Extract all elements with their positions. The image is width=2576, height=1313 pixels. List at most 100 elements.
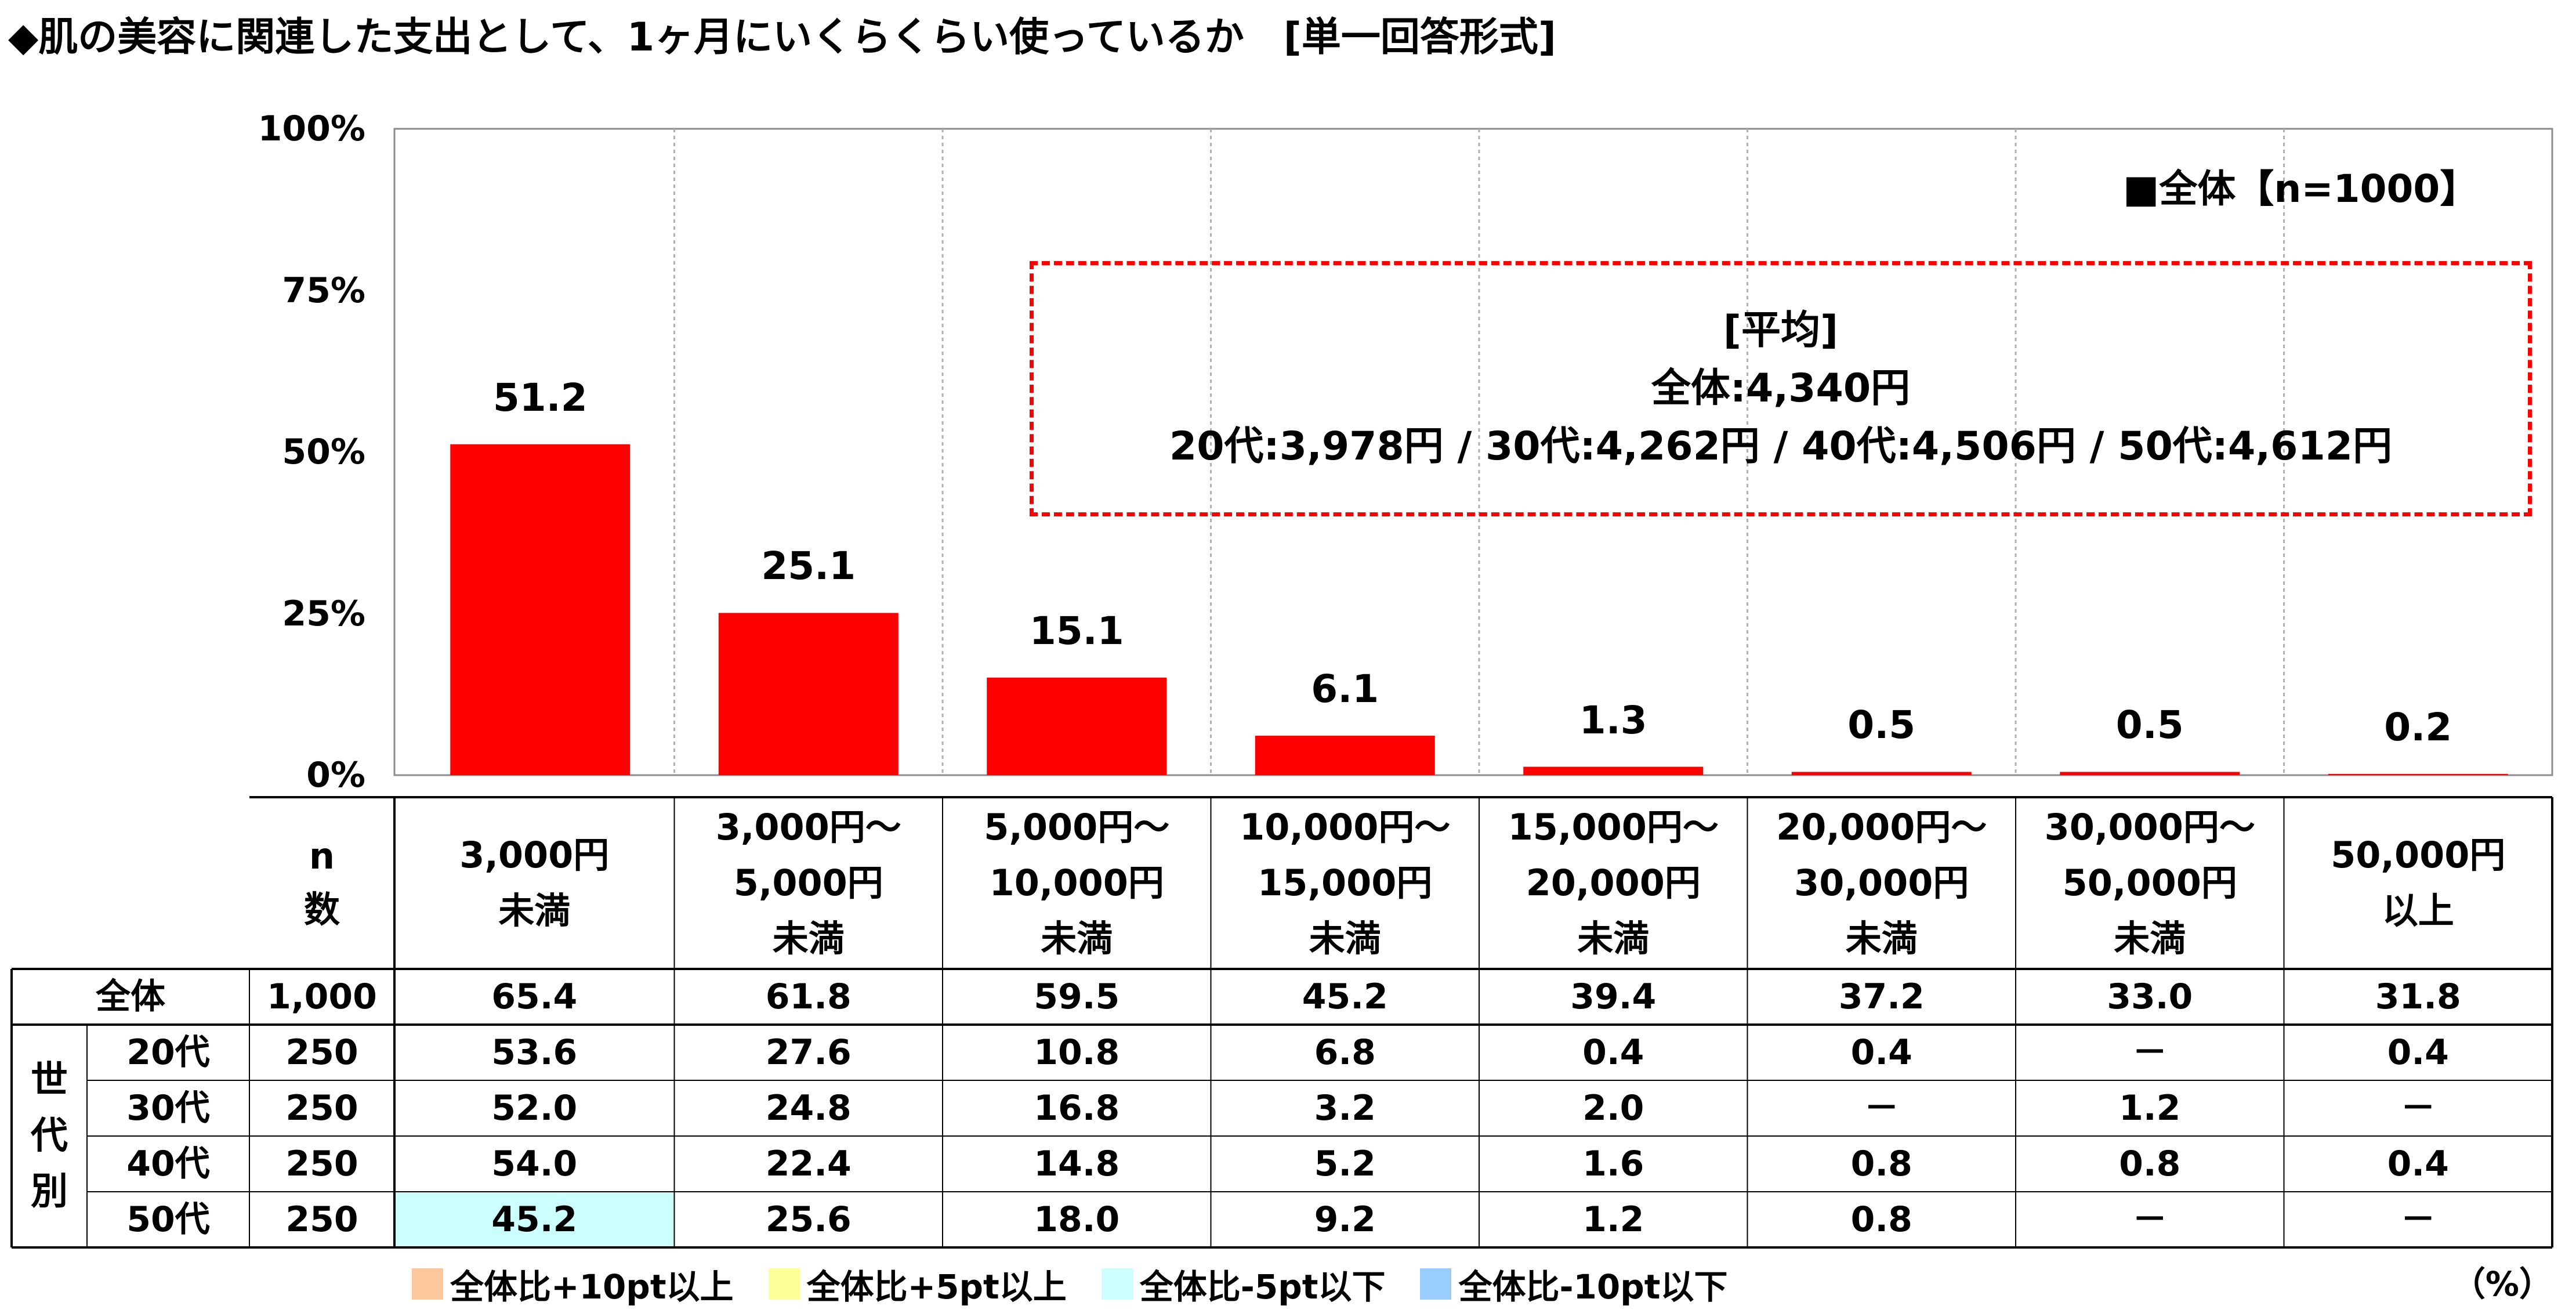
column-header-text: 未満 bbox=[1309, 917, 1381, 960]
column-header: 30,000円～ 50,000円 未満 bbox=[2016, 797, 2284, 969]
bar-3 bbox=[987, 677, 1167, 775]
average-by-generation: 20代:3,978円 / 30代:4,262円 / 40代:4,506円 / 5… bbox=[1169, 424, 2393, 469]
table-cell: 45.2 bbox=[491, 1199, 578, 1240]
y-tick-label: 0% bbox=[306, 755, 365, 795]
table-cell: 5.2 bbox=[1314, 1144, 1376, 1184]
bar-value-label: 1.3 bbox=[1579, 697, 1647, 743]
bar-value-label: 15.1 bbox=[1029, 608, 1124, 653]
column-header: 15,000円～ 20,000円 未満 bbox=[1479, 797, 1748, 969]
bar-4 bbox=[1255, 736, 1435, 775]
highlight-legend-label: 全体比-5pt以下 bbox=[1139, 1267, 1386, 1307]
bar-6 bbox=[1791, 772, 1972, 775]
table-cell: 1.2 bbox=[2119, 1088, 2181, 1128]
table-cell: 0.8 bbox=[2119, 1144, 2181, 1184]
highlight-legend-swatch bbox=[1101, 1268, 1133, 1300]
column-header-text: 未満 bbox=[1577, 917, 1650, 960]
column-header-text: 未満 bbox=[2114, 917, 2186, 960]
y-tick-label: 25% bbox=[282, 593, 365, 634]
table-cell: － bbox=[2400, 1088, 2436, 1128]
column-header: 5,000円～ 10,000円 未満 bbox=[943, 797, 1211, 969]
column-header-text: 3,000円～ bbox=[715, 806, 901, 848]
highlight-legend-item: 全体比+5pt以上 bbox=[768, 1260, 1067, 1308]
table-cell: 22.4 bbox=[765, 1144, 852, 1184]
bar-value-label: 0.5 bbox=[1847, 703, 1916, 748]
legend-label: ■全体【n=1000】 bbox=[2123, 167, 2479, 211]
column-header: 3,000円～ 5,000円 未満 bbox=[675, 797, 943, 969]
highlight-legend-swatch bbox=[768, 1268, 800, 1300]
column-header-text: 5,000円 bbox=[733, 862, 883, 904]
bar-5 bbox=[1523, 766, 1704, 775]
table-cell: 6.8 bbox=[1314, 1032, 1376, 1073]
table-cell: 65.4 bbox=[491, 976, 578, 1017]
table-cell: 53.6 bbox=[491, 1032, 578, 1073]
table-cell: 2.0 bbox=[1582, 1088, 1644, 1128]
generation-group-char: 別 bbox=[31, 1170, 68, 1213]
row-n: 250 bbox=[285, 1144, 358, 1184]
column-header-text: 5,000円～ bbox=[984, 806, 1170, 848]
y-tick-label: 50% bbox=[282, 432, 365, 472]
column-header-text: 20,000円～ bbox=[1776, 806, 1987, 848]
legend: ■全体【n=1000】 bbox=[2123, 157, 2478, 215]
row-n: 1,000 bbox=[267, 976, 377, 1017]
unit-note: （%） bbox=[2451, 1264, 2553, 1304]
column-header: 10,000円～ 15,000円 未満 bbox=[1211, 797, 1480, 969]
highlight-legend-label: 全体比+5pt以上 bbox=[806, 1267, 1067, 1307]
table-cell: 0.8 bbox=[1850, 1199, 1912, 1240]
table-cell: － bbox=[2132, 1199, 2168, 1240]
table-cell: 54.0 bbox=[491, 1144, 578, 1184]
table-cell: 31.8 bbox=[2375, 976, 2461, 1017]
column-header: 3,000円 未満 bbox=[394, 797, 675, 969]
generation-group-label: 世代別 bbox=[12, 1025, 87, 1247]
row-n: 250 bbox=[285, 1088, 358, 1128]
column-header-text: 3,000円 bbox=[459, 834, 610, 876]
bar-8 bbox=[2328, 773, 2508, 775]
table-cell: 16.8 bbox=[1034, 1088, 1120, 1128]
column-header-text: 以上 bbox=[2382, 889, 2454, 932]
table-cell: 45.2 bbox=[1302, 976, 1388, 1017]
bar-value-label: 0.5 bbox=[2115, 703, 2184, 748]
bar-7 bbox=[2060, 772, 2240, 775]
bar-value-label: 51.2 bbox=[492, 375, 588, 420]
table-cell: － bbox=[2132, 1032, 2168, 1073]
highlight-legend: 全体比+10pt以上 全体比+5pt以上 全体比-5pt以下 全体比-10pt以下 bbox=[412, 1258, 1762, 1310]
column-header-text: 10,000円 bbox=[989, 862, 1164, 904]
average-overall: 全体:4,340円 bbox=[1651, 366, 1911, 411]
highlight-legend-item: 全体比-10pt以下 bbox=[1420, 1260, 1727, 1308]
table-cell: 0.4 bbox=[2387, 1032, 2449, 1073]
column-header-text: 50,000円 bbox=[2331, 834, 2506, 876]
n-header-text: 数 bbox=[303, 888, 340, 931]
table-cell: 25.6 bbox=[765, 1199, 852, 1240]
table-cell: 1.2 bbox=[1582, 1199, 1644, 1240]
column-header-text: 未満 bbox=[498, 889, 571, 932]
bar-1 bbox=[450, 444, 631, 775]
table-cell: 33.0 bbox=[2107, 976, 2193, 1017]
column-header-text: 10,000円～ bbox=[1240, 806, 1451, 848]
column-header-text: 30,000円 bbox=[1794, 862, 1969, 904]
table-cell: 0.4 bbox=[2387, 1144, 2449, 1184]
table-cell: 0.4 bbox=[1850, 1032, 1912, 1073]
table-cell: 1.6 bbox=[1582, 1144, 1644, 1184]
table-cell: 3.2 bbox=[1314, 1088, 1376, 1128]
column-header-text: 未満 bbox=[772, 917, 845, 960]
average-heading: [平均] bbox=[1723, 308, 1839, 353]
generation-group-char: 世 bbox=[31, 1059, 68, 1102]
row-label: 20代 bbox=[126, 1032, 210, 1073]
row-label: 40代 bbox=[126, 1144, 210, 1184]
column-header-text: 15,000円 bbox=[1258, 862, 1433, 904]
column-header: 20,000円～ 30,000円 未満 bbox=[1748, 797, 2016, 969]
bar-value-label: 25.1 bbox=[761, 544, 856, 589]
bar-value-label: 6.1 bbox=[1311, 667, 1379, 712]
table-cell: － bbox=[1864, 1088, 1899, 1128]
generation-group-char: 代 bbox=[31, 1115, 68, 1158]
row-label: 30代 bbox=[126, 1088, 210, 1128]
table-cell: 18.0 bbox=[1034, 1199, 1120, 1240]
column-header-text: 50,000円 bbox=[2062, 862, 2237, 904]
table-cell: 61.8 bbox=[765, 976, 852, 1017]
highlight-legend-label: 全体比-10pt以下 bbox=[1458, 1267, 1728, 1307]
y-tick-label: 75% bbox=[282, 270, 365, 311]
average-box: [平均] 全体:4,340円 20代:3,978円 / 30代:4,262円 /… bbox=[1030, 261, 2532, 516]
table-cell: 14.8 bbox=[1034, 1144, 1120, 1184]
table-cell: 37.2 bbox=[1838, 976, 1925, 1017]
